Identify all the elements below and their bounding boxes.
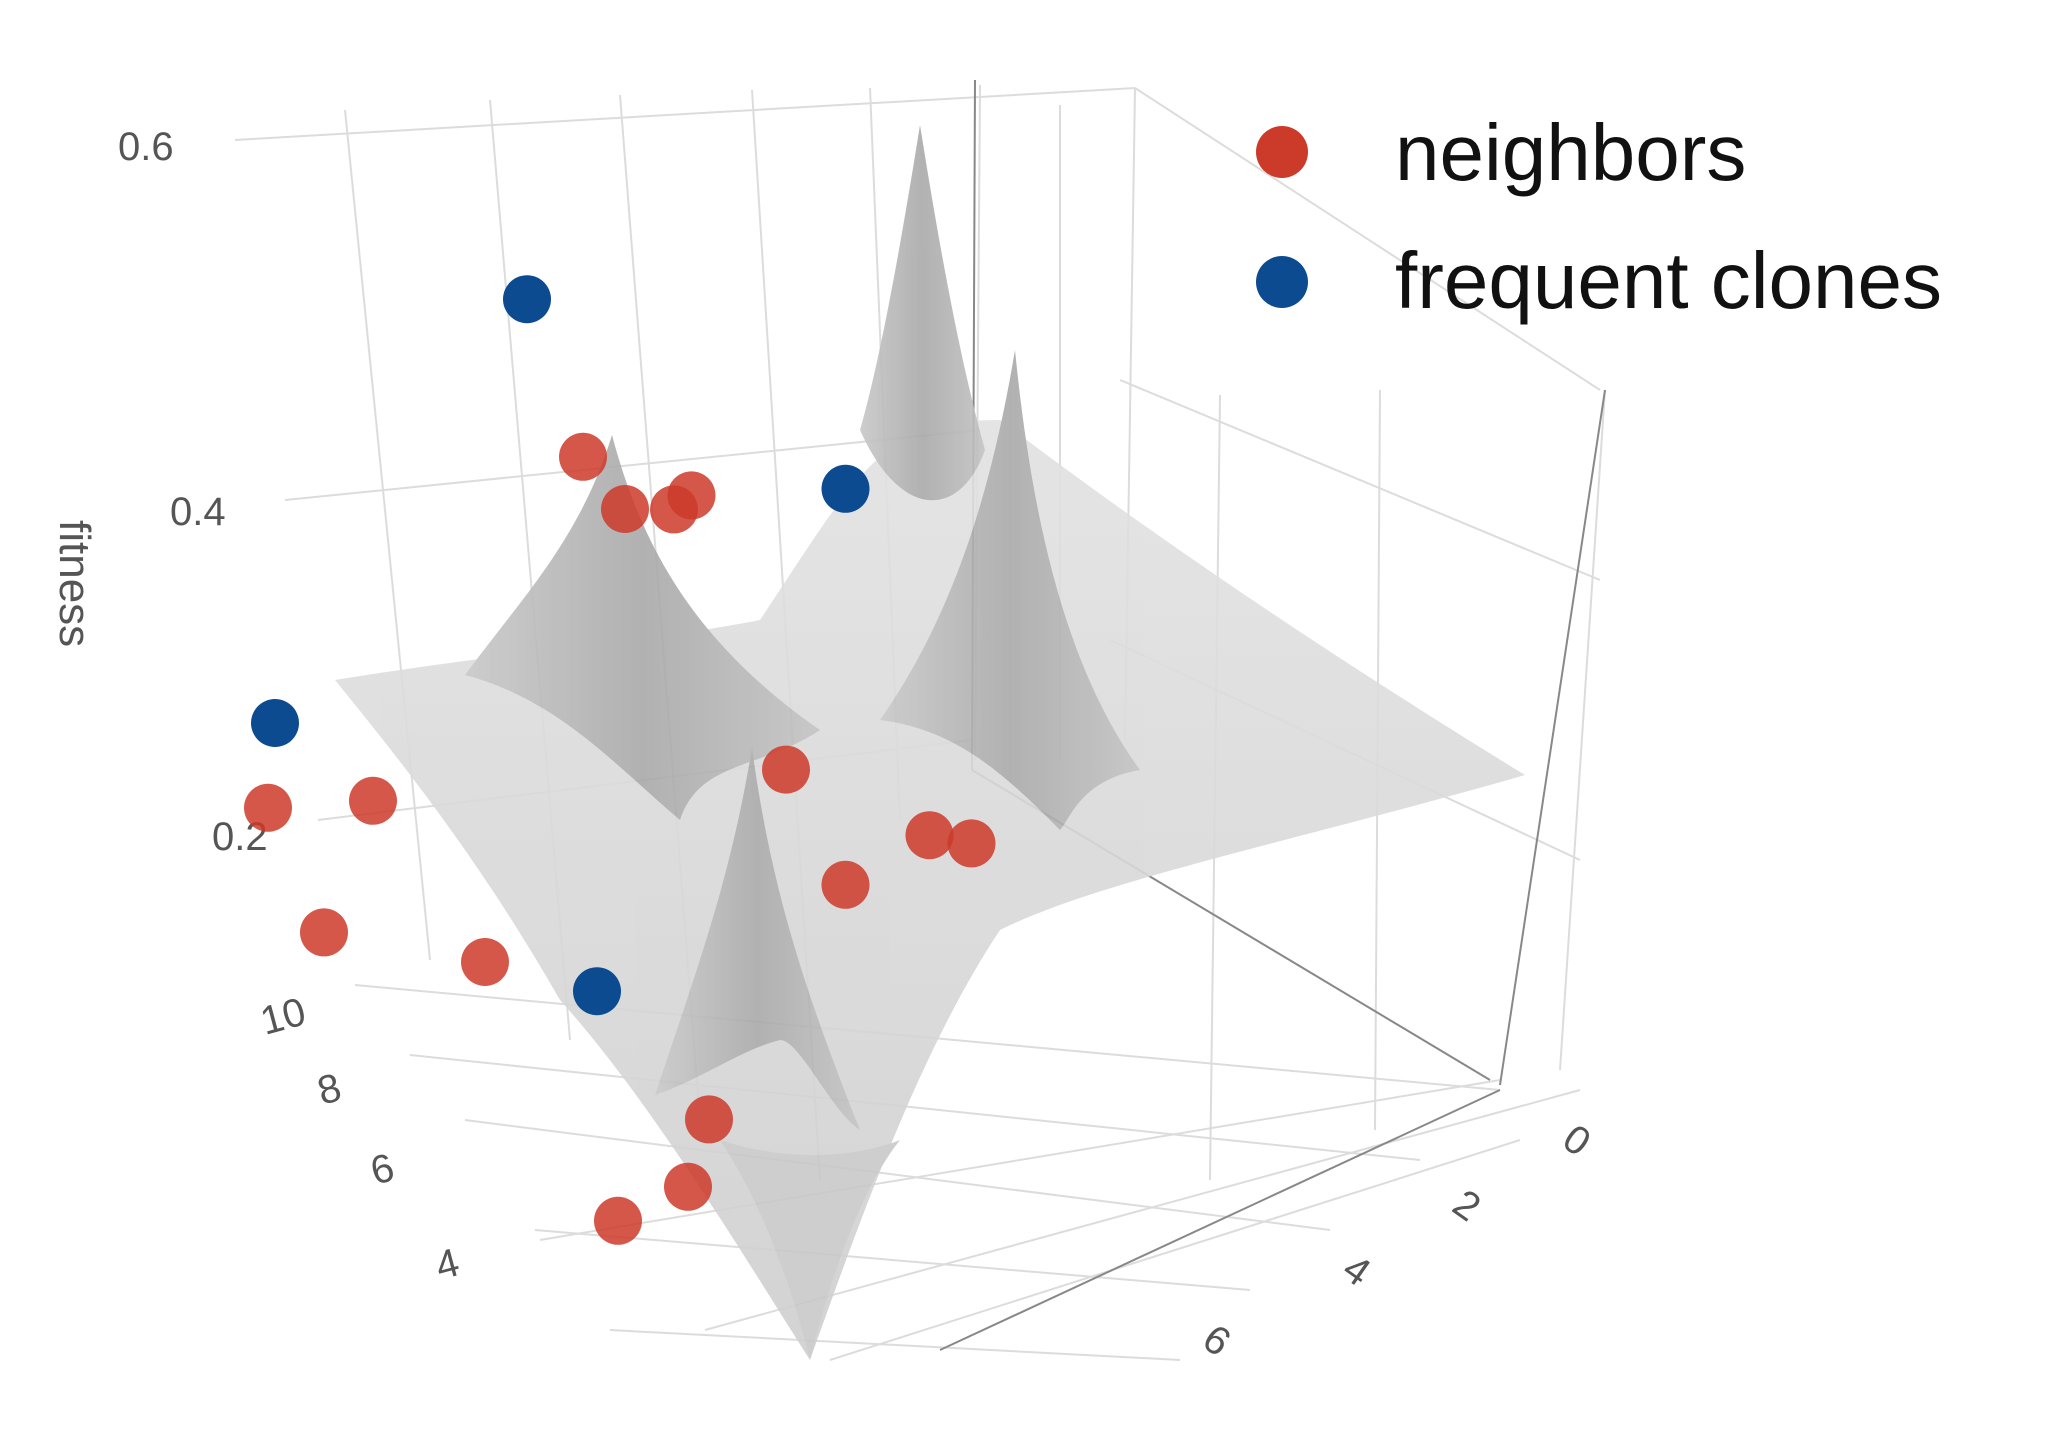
surface-peak-front	[655, 748, 860, 1130]
frequent-clone-point	[503, 275, 551, 324]
surface-peak-left	[465, 435, 820, 820]
neighbor-point	[664, 1162, 712, 1211]
legend-marker-frequent-clones	[1256, 256, 1308, 308]
z-axis-title: fitness	[50, 520, 99, 647]
neighbor-point	[905, 811, 954, 860]
x-tick-label: 4	[1335, 1246, 1378, 1295]
z-axis-ticks: 0.6 0.4 0.2	[118, 125, 268, 859]
legend-label-neighbors: neighbors	[1395, 108, 1746, 197]
legend-label-frequent-clones: frequent clones	[1395, 236, 1942, 325]
x-tick-label: 0	[1555, 1116, 1598, 1165]
neighbor-point	[821, 860, 870, 909]
z-tick-label: 0.6	[118, 125, 174, 169]
legend-marker-neighbors	[1256, 126, 1308, 178]
neighbor-point	[244, 783, 292, 832]
neighbor-point	[300, 908, 348, 957]
frequent-clone-point	[251, 699, 299, 747]
neighbor-point	[685, 1095, 733, 1144]
fitness-surface	[335, 125, 1525, 1360]
neighbor-point	[349, 776, 397, 825]
frequent-clone-point	[573, 967, 621, 1016]
neighbor-point	[461, 938, 509, 986]
neighbor-point	[947, 819, 996, 868]
surface-peak-right	[880, 350, 1140, 830]
surface-front-spike	[720, 1140, 900, 1360]
x-axis-ticks: 0 2 4 6	[1195, 1116, 1598, 1365]
neighbor-point	[762, 745, 810, 794]
data-markers	[244, 275, 996, 1245]
surface-floor	[335, 420, 1525, 1360]
y-axis-ticks: 10 8 6 4	[256, 990, 464, 1289]
y-tick-label: 8	[313, 1065, 346, 1113]
z-tick-label: 0.4	[170, 490, 226, 534]
neighbor-point	[601, 485, 649, 533]
neighbor-point	[667, 471, 716, 520]
x-tick-label: 6	[1195, 1316, 1238, 1365]
y-tick-label: 4	[431, 1240, 464, 1288]
legend: neighbors frequent clones	[1256, 108, 1942, 325]
surface-peak-back	[860, 125, 985, 501]
y-tick-label: 6	[366, 1145, 399, 1193]
floor-grid	[354, 984, 1581, 1361]
neighbor-point	[594, 1196, 642, 1245]
x-tick-label: 2	[1445, 1181, 1488, 1230]
y-tick-label: 10	[256, 990, 310, 1044]
frequent-clone-point	[821, 464, 870, 513]
neighbor-point	[559, 432, 607, 481]
